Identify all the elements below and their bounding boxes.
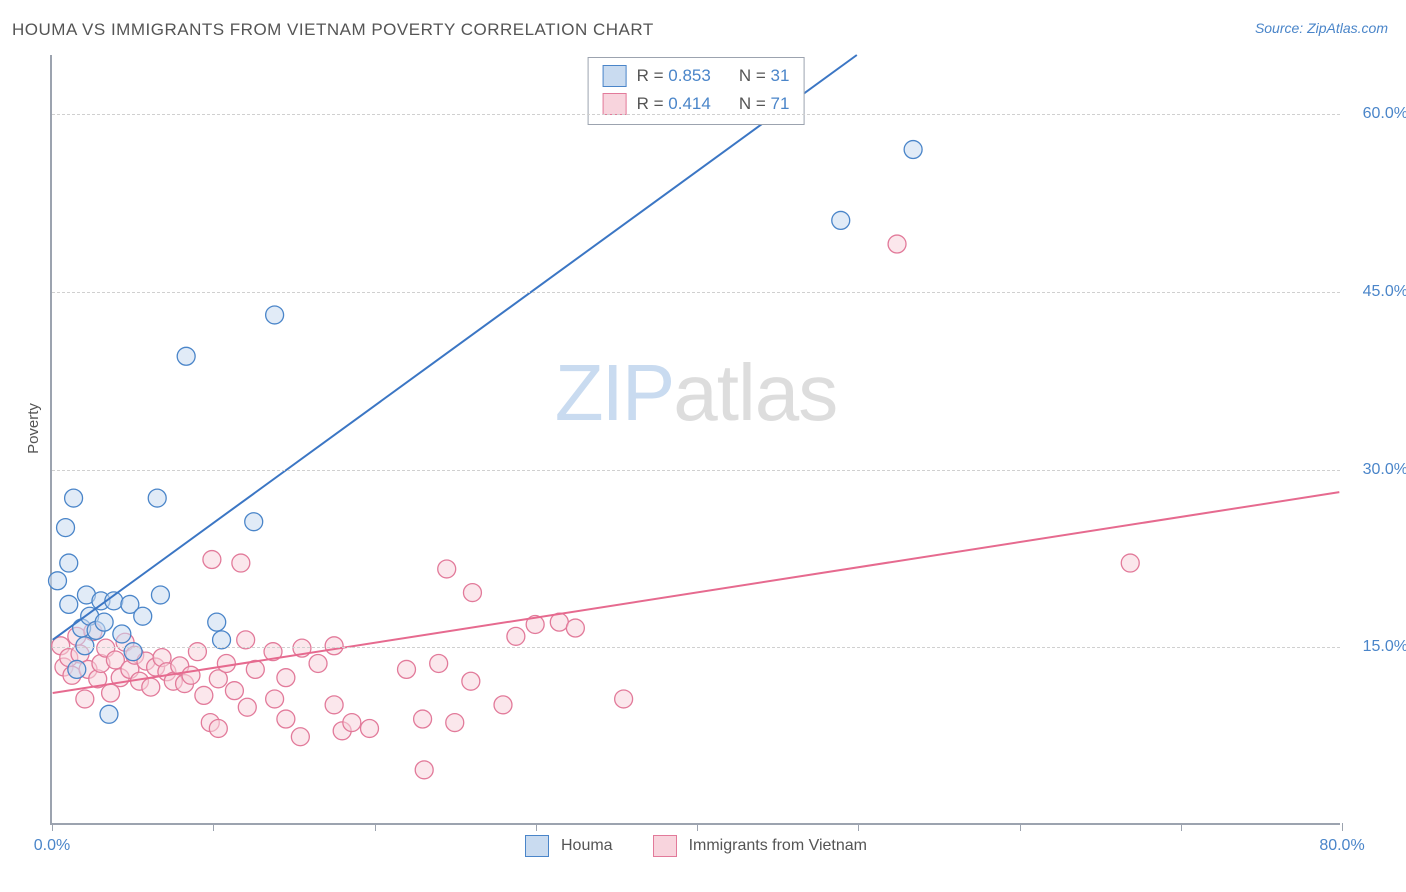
scatter-point-series2 <box>217 655 235 673</box>
scatter-point-series2 <box>566 619 584 637</box>
scatter-point-series2 <box>209 720 227 738</box>
scatter-point-series1 <box>904 141 922 159</box>
scatter-point-series1 <box>60 595 78 613</box>
scatter-plot-area: ZIPatlas R = 0.853 N = 31 R = 0.414 N = … <box>50 55 1340 825</box>
x-tick <box>1020 823 1021 831</box>
gridline-horizontal <box>52 292 1340 293</box>
scatter-point-series2 <box>615 690 633 708</box>
scatter-point-series2 <box>182 666 200 684</box>
scatter-point-series1 <box>832 211 850 229</box>
source-attribution: Source: ZipAtlas.com <box>1255 20 1388 36</box>
scatter-point-series2 <box>266 690 284 708</box>
scatter-point-series1 <box>124 643 142 661</box>
scatter-point-series1 <box>49 572 67 590</box>
series-legend: Houma Immigrants from Vietnam <box>525 835 867 857</box>
scatter-point-series2 <box>398 660 416 678</box>
scatter-point-series2 <box>277 669 295 687</box>
scatter-point-series2 <box>102 684 120 702</box>
scatter-point-series2 <box>494 696 512 714</box>
y-tick-label: 15.0% <box>1363 638 1406 656</box>
scatter-point-series1 <box>65 489 83 507</box>
scatter-point-series2 <box>888 235 906 253</box>
scatter-point-series2 <box>232 554 250 572</box>
gridline-horizontal <box>52 647 1340 648</box>
x-tick-label: 80.0% <box>1319 837 1364 855</box>
gridline-horizontal <box>52 114 1340 115</box>
scatter-point-series2 <box>237 631 255 649</box>
x-tick <box>536 823 537 831</box>
scatter-point-series1 <box>245 513 263 531</box>
x-tick <box>375 823 376 831</box>
scatter-point-series2 <box>195 686 213 704</box>
scatter-point-series1 <box>134 607 152 625</box>
y-axis-label: Poverty <box>25 403 42 454</box>
scatter-point-series2 <box>343 714 361 732</box>
scatter-point-series1 <box>266 306 284 324</box>
scatter-point-series2 <box>76 690 94 708</box>
scatter-point-series2 <box>225 682 243 700</box>
scatter-point-series2 <box>430 655 448 673</box>
x-tick <box>858 823 859 831</box>
scatter-point-series1 <box>208 613 226 631</box>
scatter-point-series1 <box>213 631 231 649</box>
x-tick-label: 0.0% <box>34 837 70 855</box>
legend-n-series1: N = 31 <box>739 62 790 90</box>
scatter-point-series2 <box>414 710 432 728</box>
scatter-svg <box>52 55 1340 823</box>
series2-name: Immigrants from Vietnam <box>689 837 867 855</box>
scatter-point-series1 <box>95 613 113 631</box>
y-tick-label: 30.0% <box>1363 461 1406 479</box>
scatter-point-series2 <box>361 720 379 738</box>
gridline-horizontal <box>52 470 1340 471</box>
scatter-point-series2 <box>1121 554 1139 572</box>
scatter-point-series2 <box>415 761 433 779</box>
scatter-point-series1 <box>68 660 86 678</box>
scatter-point-series2 <box>507 627 525 645</box>
scatter-point-series1 <box>100 705 118 723</box>
x-tick <box>52 823 53 831</box>
scatter-point-series2 <box>446 714 464 732</box>
scatter-point-series2 <box>188 643 206 661</box>
y-tick-label: 45.0% <box>1363 283 1406 301</box>
scatter-point-series2 <box>325 637 343 655</box>
scatter-point-series1 <box>151 586 169 604</box>
scatter-point-series1 <box>177 347 195 365</box>
scatter-point-series2 <box>438 560 456 578</box>
scatter-point-series2 <box>203 551 221 569</box>
series1-name: Houma <box>561 837 613 855</box>
scatter-point-series2 <box>462 672 480 690</box>
x-tick <box>213 823 214 831</box>
legend-swatch-bottom-series2 <box>653 835 677 857</box>
x-tick <box>1342 823 1343 831</box>
x-tick <box>1181 823 1182 831</box>
scatter-point-series1 <box>76 637 94 655</box>
chart-title: HOUMA VS IMMIGRANTS FROM VIETNAM POVERTY… <box>12 20 654 40</box>
legend-swatch-series1 <box>603 65 627 87</box>
scatter-point-series2 <box>463 584 481 602</box>
y-tick-label: 60.0% <box>1363 105 1406 123</box>
scatter-point-series2 <box>238 698 256 716</box>
x-tick <box>697 823 698 831</box>
legend-swatch-bottom-series1 <box>525 835 549 857</box>
scatter-point-series2 <box>142 678 160 696</box>
scatter-point-series2 <box>291 728 309 746</box>
scatter-point-series1 <box>57 519 75 537</box>
scatter-point-series2 <box>277 710 295 728</box>
legend-r-series1: R = 0.853 <box>637 62 711 90</box>
legend-row-series1: R = 0.853 N = 31 <box>603 62 790 90</box>
scatter-point-series2 <box>325 696 343 714</box>
scatter-point-series2 <box>309 655 327 673</box>
trend-line-series1 <box>53 55 857 640</box>
scatter-point-series1 <box>148 489 166 507</box>
scatter-point-series1 <box>113 625 131 643</box>
scatter-point-series1 <box>60 554 78 572</box>
legend-swatch-series2 <box>603 93 627 115</box>
